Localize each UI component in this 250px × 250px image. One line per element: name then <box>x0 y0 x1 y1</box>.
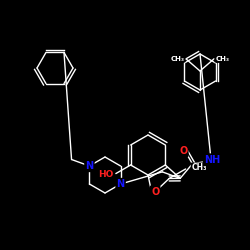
Text: O: O <box>151 186 159 196</box>
Text: HO: HO <box>98 170 114 179</box>
Text: CH₃: CH₃ <box>171 56 185 62</box>
Text: O: O <box>179 146 188 156</box>
Text: CH₃: CH₃ <box>215 56 229 62</box>
Text: CH₃: CH₃ <box>192 164 207 172</box>
Text: NH: NH <box>204 154 220 164</box>
Text: N: N <box>116 179 125 189</box>
Text: N: N <box>85 161 94 171</box>
